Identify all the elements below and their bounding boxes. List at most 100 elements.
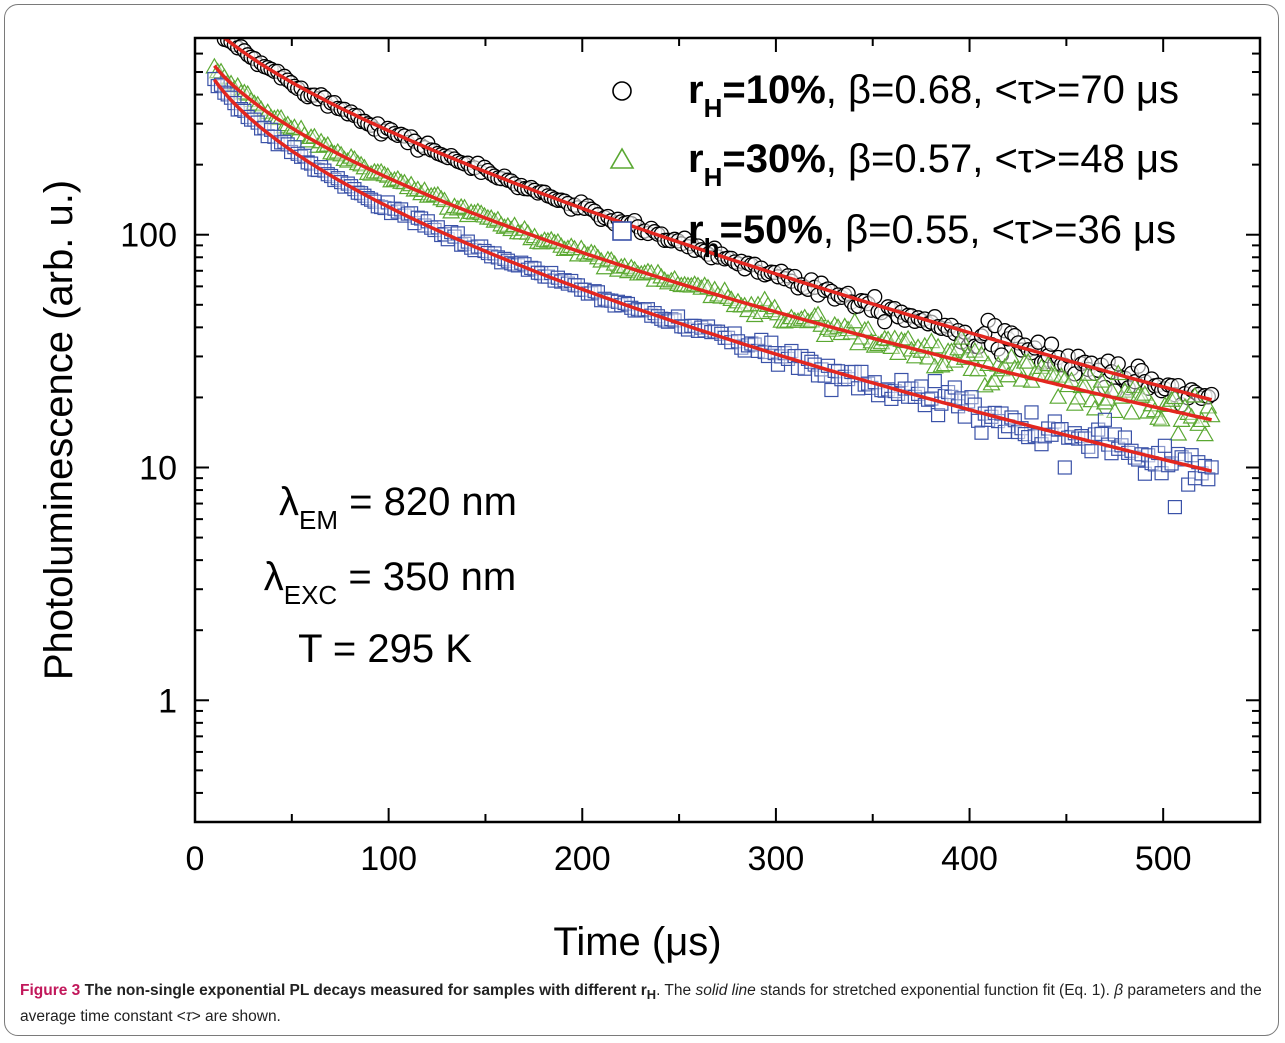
legend-label-value: =50% bbox=[719, 208, 822, 252]
annotation-text: λEXC = 350 nm bbox=[264, 555, 516, 610]
caption-tau-symbol: τ bbox=[185, 1008, 192, 1026]
fit-line bbox=[213, 64, 1212, 422]
x-tick-label: 300 bbox=[748, 840, 805, 878]
annotation-sub: EM bbox=[299, 505, 338, 535]
legend-label-params: , β=0.68, <τ>=70 μs bbox=[826, 68, 1179, 112]
legend-label: rh=50%, β=0.55, <τ>=36 μs bbox=[688, 208, 1176, 263]
data-point bbox=[1122, 403, 1141, 420]
data-point bbox=[1069, 388, 1088, 405]
data-point bbox=[1201, 472, 1216, 487]
legend-label-params: , β=0.57, <τ>=48 μs bbox=[826, 137, 1179, 181]
data-point bbox=[1057, 460, 1072, 475]
fit-line bbox=[222, 38, 1213, 402]
x-tick-label: 100 bbox=[360, 840, 417, 878]
legend-marker-circle bbox=[612, 81, 632, 101]
caption-text-4: > are shown. bbox=[191, 1008, 281, 1026]
data-point bbox=[207, 19, 221, 33]
data-point bbox=[1024, 405, 1039, 420]
legend-marker-triangle bbox=[609, 147, 635, 169]
data-point bbox=[1117, 430, 1133, 445]
data-point bbox=[809, 305, 828, 322]
caption-text-2: stands for stretched exponential functio… bbox=[755, 982, 1115, 999]
data-point bbox=[214, 38, 221, 39]
data-point bbox=[949, 339, 968, 356]
data-point bbox=[1195, 425, 1214, 442]
y-tick-label: 10 bbox=[139, 450, 177, 488]
data-point bbox=[1169, 424, 1188, 441]
data-point bbox=[1152, 410, 1171, 427]
annotation-text: λEM = 820 nm bbox=[279, 480, 517, 535]
caption-figure-label: Figure 3 bbox=[20, 982, 81, 999]
y-tick-label: 100 bbox=[120, 217, 177, 255]
legend-label: rH=30%, β=0.57, <τ>=48 μs bbox=[688, 137, 1179, 192]
data-point bbox=[972, 345, 991, 362]
figure-caption: Figure 3 The non-single exponential PL d… bbox=[20, 980, 1270, 1028]
data-point bbox=[929, 337, 948, 354]
data-point bbox=[899, 329, 918, 346]
x-axis-title: Time (μs) bbox=[553, 920, 721, 964]
annotation-sub: EXC bbox=[284, 580, 337, 610]
data-point bbox=[854, 364, 869, 379]
data-point bbox=[1043, 336, 1060, 352]
data-point bbox=[1204, 460, 1219, 475]
figure-frame bbox=[4, 4, 1279, 1036]
data-point bbox=[1097, 412, 1113, 427]
x-tick-label: 400 bbox=[941, 840, 998, 878]
x-tick-label: 0 bbox=[186, 840, 205, 878]
legend-label-sub: h bbox=[704, 233, 720, 263]
y-tick-label: 1 bbox=[158, 682, 177, 720]
legend-marker-square bbox=[612, 221, 632, 241]
data-point bbox=[889, 344, 908, 360]
data-point bbox=[1092, 371, 1111, 388]
data-point bbox=[914, 379, 929, 394]
annotation-main: λ bbox=[279, 480, 299, 524]
caption-title-text: The non-single exponential PL decays mea… bbox=[80, 982, 647, 999]
data-point bbox=[1045, 366, 1064, 382]
legend-label-sub: H bbox=[704, 162, 723, 192]
annotation-main: λ bbox=[264, 555, 284, 599]
legend-label-value: =30% bbox=[722, 137, 825, 181]
data-point bbox=[975, 376, 994, 393]
caption-title: Figure 3 The non-single exponential PL d… bbox=[20, 982, 657, 1003]
legend-label-value: =10% bbox=[722, 68, 825, 112]
data-point bbox=[877, 314, 893, 330]
data-point bbox=[1157, 438, 1173, 453]
data-point bbox=[1079, 365, 1098, 381]
data-point bbox=[1084, 444, 1099, 459]
annotation-text: T = 295 K bbox=[298, 627, 472, 671]
data-point bbox=[957, 409, 972, 424]
data-point bbox=[845, 312, 864, 329]
data-point bbox=[985, 371, 1004, 387]
data-point bbox=[1167, 500, 1183, 515]
data-point bbox=[214, 21, 228, 35]
data-point bbox=[1030, 334, 1046, 350]
data-point bbox=[824, 382, 839, 398]
y-axis-title: Photoluminescence (arb. u.) bbox=[37, 180, 81, 680]
fit-line bbox=[212, 78, 1213, 473]
caption-italic-solid-line: solid line bbox=[695, 982, 756, 999]
data-point bbox=[952, 328, 971, 345]
annotation-main: T = 295 K bbox=[298, 627, 472, 671]
legend-label-main: r bbox=[688, 208, 704, 252]
caption-beta-symbol: β bbox=[1114, 982, 1124, 999]
data-point bbox=[1049, 387, 1068, 404]
legend-label-main: r bbox=[688, 68, 704, 112]
legend-label: rH=10%, β=0.68, <τ>=70 μs bbox=[688, 68, 1179, 123]
plot-frame bbox=[193, 36, 1262, 824]
caption-title-sub: H bbox=[646, 987, 657, 1003]
data-point bbox=[927, 374, 942, 389]
data-point bbox=[919, 348, 938, 365]
legend-label-sub: H bbox=[704, 93, 723, 123]
data-point bbox=[1085, 399, 1104, 416]
annotation-rest: = 820 nm bbox=[338, 480, 517, 524]
legend-label-params: , β=0.55, <τ>=36 μs bbox=[823, 208, 1176, 252]
caption-text-1: . The bbox=[656, 982, 696, 999]
data-point bbox=[930, 408, 946, 423]
x-tick-label: 200 bbox=[554, 840, 611, 878]
data-point bbox=[1052, 367, 1071, 383]
chart: 0 100 200 300 400 500 1 10 100 Time (μs) Photolumi… bbox=[37, 19, 1262, 964]
x-axis: 0 100 200 300 400 500 bbox=[186, 38, 1261, 878]
data-point bbox=[1002, 347, 1021, 364]
